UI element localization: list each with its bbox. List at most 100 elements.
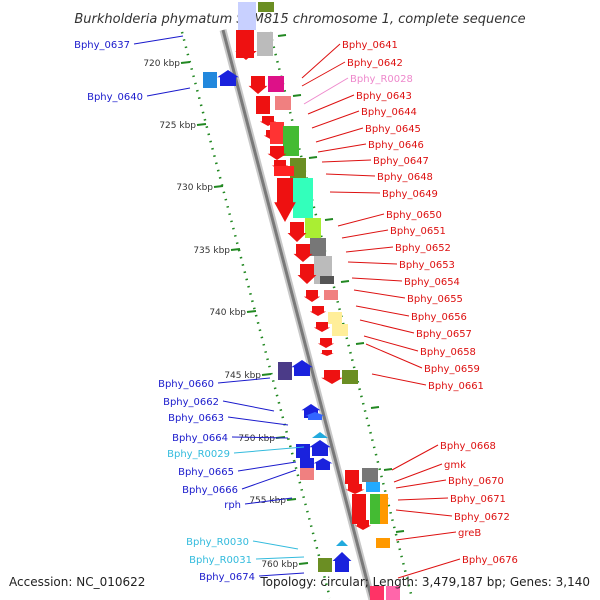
tick-label: 760 kbp: [261, 560, 298, 570]
gene-label-bphy_0644: Bphy_0644: [361, 107, 417, 118]
gene-block: [328, 312, 342, 324]
gene-features: [203, 2, 400, 600]
gene-label-bphy_0650: Bphy_0650: [386, 210, 442, 221]
gene-labels: Bphy_0637 Bphy_0640 Bphy_0660 Bphy_0662 Bphy…: [74, 40, 518, 583]
gene-arrow: [297, 264, 317, 284]
tick-mark: [180, 61, 191, 64]
gene-arrow: [293, 244, 313, 262]
tick-mark: [286, 498, 297, 501]
topology-summary: Topology: circular; Length: 3,479,187 bp…: [259, 575, 590, 589]
leader-line: [329, 191, 381, 194]
gene-block: [386, 586, 400, 600]
tick-mark: [298, 562, 309, 565]
gene-label-bphy_0645: Bphy_0645: [365, 124, 421, 135]
gene-block: [274, 166, 294, 176]
gene-label-bphy_0652: Bphy_0652: [395, 243, 451, 254]
gene-arrow: [303, 290, 321, 302]
gene-block: [268, 76, 284, 92]
gene-label-bphy_0648: Bphy_0648: [377, 172, 433, 183]
gene-block: [370, 586, 384, 600]
gene-arrow: [274, 178, 296, 222]
tick-label: 740 kbp: [209, 308, 246, 318]
gene-arrow: [305, 412, 325, 420]
leader-line: [237, 461, 297, 472]
gene-block: [320, 276, 334, 284]
leader-line: [258, 572, 305, 577]
leader-line: [321, 159, 372, 163]
gene-block: [366, 482, 380, 492]
gene-block: [300, 458, 314, 468]
gene-label-bphy_0661: Bphy_0661: [428, 381, 484, 392]
leader-line: [393, 463, 443, 483]
accession-text: Accession: NC_010622: [9, 575, 145, 589]
gene-block: [257, 32, 273, 56]
gene-block: [376, 538, 390, 548]
gene-label-bphy_0643: Bphy_0643: [356, 91, 412, 102]
map-title: Burkholderia phymatum STM815 chromosome …: [74, 12, 525, 27]
gene-arrow: [217, 70, 239, 86]
gene-block: [238, 2, 256, 30]
leader-line: [397, 558, 461, 579]
gene-label-bphy_0664: Bphy_0664: [172, 433, 228, 444]
leader-line: [301, 61, 346, 87]
gene-label-bphy_0647: Bphy_0647: [373, 156, 429, 167]
gene-arrow: [309, 440, 331, 456]
gene-block: [362, 468, 378, 482]
gene-arrow: [267, 146, 287, 160]
leader-line: [341, 229, 389, 239]
leader-line: [301, 43, 341, 79]
gene-block: [283, 126, 299, 156]
tick-mark: [292, 94, 302, 97]
gene-arrow: [345, 484, 365, 494]
gene-label-rph: rph: [224, 500, 241, 511]
gene-block: [270, 122, 284, 144]
left-dotted-line: [180, 31, 332, 599]
gene-label-bphy_0668: Bphy_0668: [440, 441, 496, 452]
gene-label-bphy_0674: Bphy_0674: [199, 572, 255, 583]
gene-label-bphy_0665: Bphy_0665: [178, 467, 234, 478]
gene-arrow: [313, 322, 331, 332]
leader-line: [255, 556, 305, 560]
gene-label-bphy_r0031: Bphy_R0031: [189, 555, 252, 566]
gene-label-bphy_0663: Bphy_0663: [168, 413, 224, 424]
gene-arrow: [313, 458, 333, 470]
gene-block: [324, 290, 338, 300]
tick-mark: [355, 342, 365, 345]
gene-block: [278, 362, 292, 380]
leader-line: [317, 143, 367, 153]
leader-line: [397, 497, 449, 501]
gene-arrow: [336, 540, 348, 546]
leader-line: [365, 343, 423, 369]
tick-label: 720 kbp: [143, 59, 180, 69]
tick-mark: [395, 530, 405, 533]
gene-arrow: [235, 40, 257, 60]
gene-block: [293, 178, 313, 218]
gene-label-bphy_0651: Bphy_0651: [390, 226, 446, 237]
leader-line: [244, 497, 293, 505]
leader-line: [231, 436, 289, 439]
gene-label-bphy_0642: Bphy_0642: [347, 58, 403, 69]
gene-block: [380, 494, 388, 524]
gene-label-bphy_0657: Bphy_0657: [416, 329, 472, 340]
gene-label-greb: greB: [458, 528, 481, 539]
gene-block: [275, 96, 291, 110]
gene-block: [345, 470, 359, 484]
leader-line: [395, 479, 447, 489]
leader-line: [303, 77, 349, 105]
gene-label-bphy_0658: Bphy_0658: [420, 347, 476, 358]
gene-arrow: [332, 552, 352, 572]
gene-label-bphy_0671: Bphy_0671: [450, 494, 506, 505]
leader-line: [371, 373, 427, 386]
gene-block: [352, 494, 366, 524]
tick-mark: [213, 185, 224, 188]
gene-label-bphy_0666: Bphy_0666: [182, 485, 238, 496]
leader-line: [337, 213, 385, 227]
leader-line: [315, 127, 364, 143]
leader-line: [252, 540, 299, 550]
tick-label: 725 kbp: [159, 121, 196, 131]
gene-arrow: [312, 432, 328, 438]
tick-mark: [383, 468, 393, 471]
gene-arrow: [248, 76, 268, 94]
gene-label-bphy_0670: Bphy_0670: [448, 476, 504, 487]
